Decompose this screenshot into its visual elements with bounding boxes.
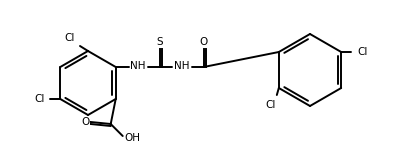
Text: S: S — [156, 37, 163, 47]
Text: O: O — [81, 117, 90, 127]
Text: Cl: Cl — [34, 94, 45, 104]
Text: Cl: Cl — [356, 47, 367, 57]
Text: Cl: Cl — [265, 100, 275, 110]
Text: Cl: Cl — [65, 33, 75, 43]
Text: NH: NH — [173, 61, 189, 71]
Text: NH: NH — [130, 61, 145, 71]
Text: O: O — [199, 37, 207, 47]
Text: OH: OH — [124, 133, 141, 143]
